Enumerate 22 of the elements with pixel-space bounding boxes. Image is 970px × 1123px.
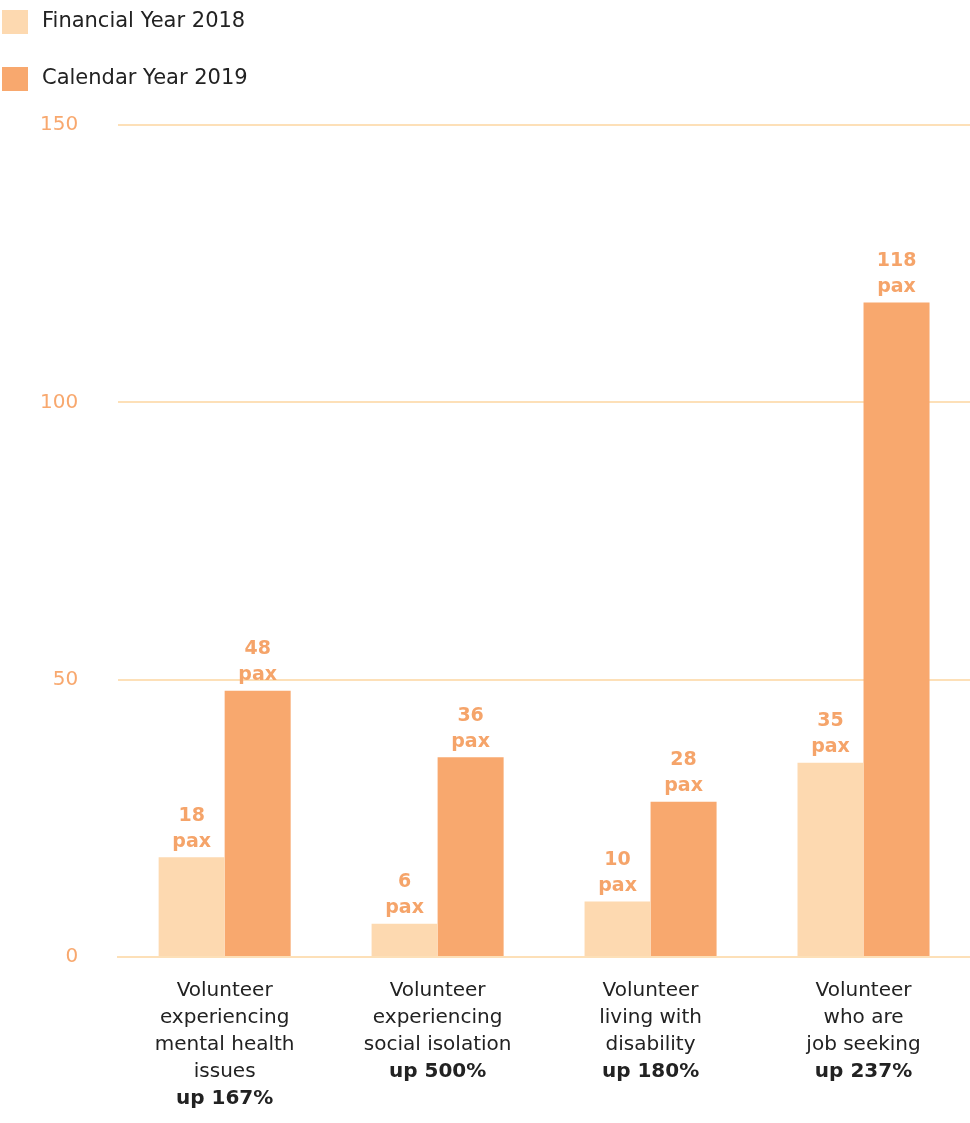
bar [863,302,930,956]
data-label: 36 pax [451,702,490,751]
data-label: 118 pax [876,247,917,296]
x-tick-label: Volunteer living with disability up 180% [599,977,702,1083]
data-label: 10 pax [598,846,637,895]
bar [650,801,717,956]
x-tick-label: Volunteer experiencing social isolation up 500% [363,977,512,1083]
bar [437,757,504,956]
data-label: 48 pax [238,636,277,685]
data-label: 18 pax [172,802,211,851]
x-tick-label: Volunteer who are job seeking up 237% [805,977,921,1083]
legend-label: Calendar Year 2019 [42,65,248,90]
y-tick-label: 150 [39,111,79,136]
bar [224,690,291,956]
data-label: 6 pax [385,869,424,918]
legend-label: Financial Year 2018 [42,8,246,33]
y-tick-label: 100 [39,388,79,413]
y-tick-label: 50 [52,665,79,690]
x-tick-label: Volunteer experiencing mental health issues up 167% [154,977,295,1110]
y-tick-label: 0 [65,943,79,968]
data-label: 28 pax [664,747,703,796]
data-label: 35 pax [811,708,850,757]
